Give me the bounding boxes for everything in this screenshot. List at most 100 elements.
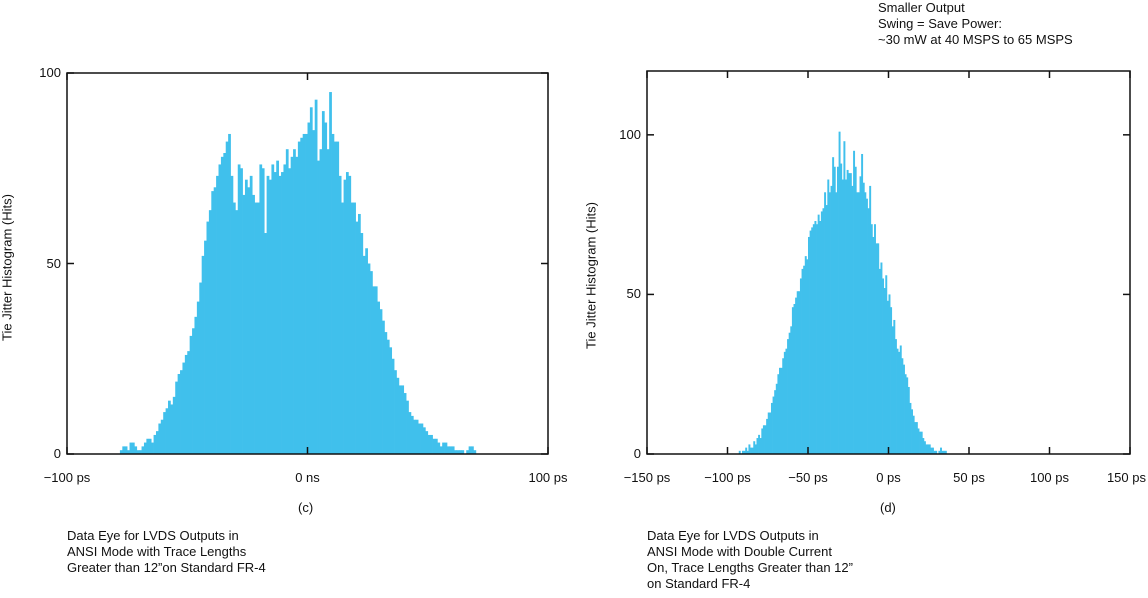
histogram-bar [864,192,867,455]
histogram-bar [782,358,785,454]
histogram-bar [410,415,414,454]
histogram-bar [904,374,907,454]
histogram-bar [442,442,445,454]
histogram-bar [134,446,138,454]
histogram-bar [201,255,205,454]
histogram-bar [350,202,354,454]
histogram-bar [148,438,152,454]
histogram-bar [211,191,215,455]
chart-d-caption-line: On, Trace Lengths Greater than 12” [647,560,853,575]
histogram-bar [865,198,868,454]
histogram-bar [225,141,229,454]
histogram-bar [242,194,246,455]
histogram-bar [158,423,162,454]
histogram-bar [756,438,759,454]
histogram-bar [914,422,917,454]
y-tick-label: 100 [619,126,641,142]
histogram-bar [194,316,198,454]
histogram-bar [835,192,838,455]
histogram-bar [379,309,383,454]
histogram-bar [849,173,852,454]
x-tick-label: 0 ns [295,470,320,485]
histogram-bar [406,400,409,454]
histogram-bar [923,441,926,454]
histogram-bar [471,446,474,454]
histogram-bar [430,434,433,454]
histogram-bar [919,431,922,454]
histogram-bar [796,291,799,454]
histogram-bar [746,450,749,454]
annotation-note: Smaller Output Swing = Save Power: ~30 m… [878,0,1073,48]
histogram-bar [851,185,854,454]
histogram-bar [208,210,212,454]
y-tick-label: 50 [46,255,61,271]
histogram-bar [143,442,147,454]
histogram-bar [196,301,200,454]
histogram-bar [240,168,243,454]
histogram-bar [911,409,913,454]
histogram-bar [741,450,744,454]
histogram-bar [764,425,767,454]
histogram-bar [767,412,770,454]
histogram-bar [307,122,311,454]
chart-c-bars [119,92,477,455]
histogram-bar [324,122,328,454]
histogram-bar [785,348,788,454]
histogram-bar [139,450,142,454]
histogram-bar [153,434,157,454]
histogram-bar [883,288,886,454]
chart-c-caption-line: Greater than 12”on Standard FR-4 [67,560,266,575]
histogram-bar [874,224,876,454]
histogram-bar [801,268,804,454]
x-tick-label: 100 ps [1029,470,1070,485]
histogram-bar [907,386,910,454]
histogram-bar [408,412,412,454]
histogram-bar [444,442,448,454]
histogram-bar [820,211,823,454]
histogram-bar [317,160,320,454]
histogram-bar [795,297,798,454]
histogram-bar [843,141,846,454]
annotation-line-1: Smaller Output [878,0,965,15]
histogram-bar [799,278,802,454]
histogram-bar [237,164,241,454]
annotation-line-2: Swing = Save Power: [878,16,1002,31]
histogram-bar [901,358,904,454]
histogram-bar [920,431,923,454]
histogram-bar [336,141,340,454]
histogram-bar [833,166,836,454]
histogram-bar [848,173,851,454]
histogram-bar [812,224,815,454]
histogram-bar [264,233,267,454]
histogram-bar [382,320,385,454]
histogram-bar [775,383,778,454]
histogram-bar [836,166,839,454]
histogram-bar [762,425,765,454]
histogram-bar [915,422,918,454]
histogram-bar [403,393,407,454]
histogram-bar [841,179,844,454]
histogram-bar [295,156,299,454]
histogram-bar [247,187,251,455]
x-tick-label: 0 ps [876,470,901,485]
histogram-bar [252,194,255,455]
histogram-bar [886,300,889,454]
histogram-bar [869,185,872,454]
histogram-bar [177,373,181,454]
histogram-bar [896,348,899,454]
histogram-bar [319,149,323,454]
histogram-bar [362,255,366,454]
chart-c-caption-line: Data Eye for LVDS Outputs in [67,528,239,543]
histogram-bar [840,163,843,454]
histogram-bar [822,208,825,454]
histogram-bar [259,164,263,454]
histogram-bar [418,423,421,454]
histogram-bar [944,450,947,454]
chart-c-caption: Data Eye for LVDS Outputs in ANSI Mode w… [67,528,266,576]
histogram-bar [938,450,941,454]
histogram-bar [256,202,260,454]
histogram-bar [811,227,814,454]
histogram-bar [846,169,849,455]
histogram-bar [398,385,402,454]
